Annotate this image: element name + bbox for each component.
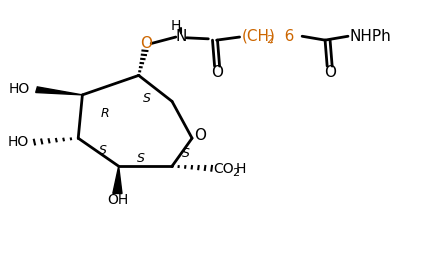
Polygon shape [113,166,122,193]
Text: S: S [143,92,151,105]
Text: S: S [182,147,190,160]
Text: O: O [211,65,223,80]
Text: )  6: ) 6 [269,29,294,44]
Text: O: O [140,36,152,51]
Text: OH: OH [107,193,128,207]
Polygon shape [36,87,82,95]
Text: S: S [137,152,145,165]
Text: CO: CO [214,162,234,176]
Text: S: S [99,144,107,157]
Text: 2: 2 [232,168,239,178]
Text: O: O [194,127,206,143]
Text: NHPh: NHPh [349,29,391,44]
Text: N: N [176,29,187,44]
Text: H: H [171,19,181,33]
Text: R: R [101,107,110,121]
Text: HO: HO [9,82,30,96]
Text: (CH: (CH [242,29,270,44]
Text: H: H [235,162,246,176]
Text: 2: 2 [266,36,273,45]
Text: O: O [324,65,336,80]
Text: HO: HO [8,135,29,149]
